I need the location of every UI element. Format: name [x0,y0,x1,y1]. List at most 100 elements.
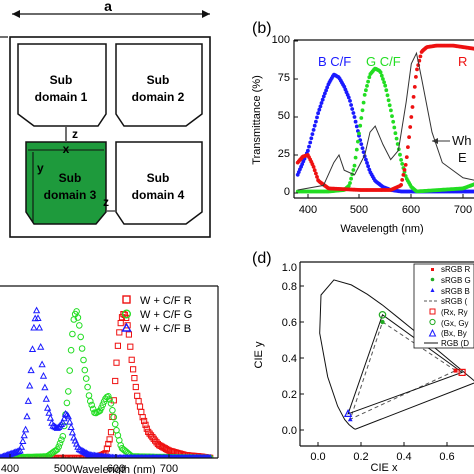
series-w-c-f-g-point-60 [78,345,86,352]
subdomain-3-shape [25,141,107,225]
series-w-c-f-r-point-84 [112,377,119,385]
series-w-c-f-r-point-86 [114,342,122,349]
series-g-c-f-point-59 [362,93,367,97]
annotation-white: Wh [452,133,472,148]
series-w-c-f-b-point-15 [16,446,24,454]
series-b-c-f-point-18 [316,111,320,116]
series-g-c-f-point-78 [384,88,389,93]
panel-c-xtick-700: 700 [160,463,178,474]
series-b-c-f-point-19 [317,107,322,112]
srgb-vertex-g [380,319,385,325]
panel-d-xtick-0.4: 0.4 [396,451,411,463]
subdomain-3-line2: domain 3 [44,188,97,202]
panel-d-legend: sRGB R sRGB G sRGB B sRGB ( (Rx, Ry (Gx,… [413,263,474,349]
series-w-c-f-b-point-51 [66,417,74,425]
subdomain-2-shape [115,43,203,127]
series-g-c-f-point-85 [392,125,397,130]
panel-b-xtick-500: 500 [350,204,368,216]
series-g-c-f-point-53 [356,139,360,144]
series-r-point-108 [418,54,423,59]
panel-c-xlabel: Wavelength (nm) [72,464,155,474]
series-g-c-f-point-52 [354,147,359,152]
series-w-c-f-g-point-49 [63,399,71,407]
series-b-c-f-point-20 [318,104,323,109]
series-w-c-f-r-point-94 [125,331,133,338]
series-r-point-103 [412,85,417,89]
series-g-c-f-point-90 [398,152,402,157]
panel-d-ytick-1.0: 1.0 [282,262,297,274]
series-w-c-f-r-point-81 [107,429,115,436]
series-w-c-f-b-point-33 [41,383,49,391]
series-g-c-f-point-79 [385,93,390,98]
series-w-c-f-g-point-57 [74,314,82,321]
series-w-c-f-r-point-78 [103,445,111,452]
series-b-c-f-point-12 [309,136,314,141]
series-g-c-f-point-61 [365,84,369,88]
legend-marker-g [121,309,131,319]
panel-d-label: (d) [252,250,272,267]
series-w-c-f-b-point-25 [30,323,38,331]
panel-d-ytick-0.8: 0.8 [282,281,297,293]
series-w-c-f-g-point-46 [59,433,67,440]
series-w-c-f-g-point-63 [82,375,90,382]
panel-c-xtick-400: 400 [1,463,19,474]
series-w-c-f-g-point-82 [109,407,116,414]
series-r-point-16 [314,171,318,176]
series-g-c-f-point-74 [379,73,384,78]
series-w-c-f-r-point-99 [132,383,139,391]
series-r-point-93 [401,173,406,177]
legend-d-label-3: sRGB ( [441,297,468,306]
series-g-c-f-point-62 [366,79,370,84]
series-r-point-17 [315,175,319,179]
series-w-c-f-b-point-20 [23,412,31,420]
subdomain-4-line2: domain 4 [132,188,185,202]
subdomain-1-line2: domain 1 [35,90,88,104]
legend-d-label-6: (Bx, By [441,329,467,338]
series-b-c-f-point-16 [314,119,318,124]
series-w-c-f-g-point-56 [73,308,80,315]
series-b-c-f-point-51 [353,119,358,124]
series-w-c-f-r-point-98 [131,375,138,382]
series-g-c-f-point-88 [395,142,400,146]
legend-d-marker-5 [429,318,436,326]
series-w-c-f-g-point-64 [84,383,91,391]
series-w-c-f-g-point-66 [87,397,94,405]
series-w-c-f-g-point-62 [81,366,89,374]
subdomain-4-shape [115,141,203,225]
subdomain-1-shape [17,43,107,127]
panel-c-xtick-500: 500 [54,463,72,474]
series-b-c-f-point-22 [320,97,325,102]
series-b-c-f-point-57 [360,146,365,151]
series-b-c-f-point-26 [325,85,330,90]
series-w-c-f-g-point-75 [99,401,107,409]
panel-d: (d) CIE y 0.0 0.2 0.4 0.6 0.8 1.0 0.0 0.… [252,250,474,474]
series-w-c-f-b-point-36 [45,409,53,416]
series-w-c-f-b-point-29 [35,323,44,331]
panel-d-xtick-0.0: 0.0 [310,451,325,463]
series-r-point-94 [402,168,407,172]
panel-b-ytick-25: 25 [278,148,290,160]
series-w-c-f-b-point-58 [75,445,83,453]
series-w-c-f-r-point-106 [142,421,149,428]
series-g-c-f-point-87 [394,136,399,141]
legend-d-marker-1 [430,277,435,282]
series-b-c-f-point-49 [351,111,356,115]
series-g-c-f-point-75 [381,77,385,81]
panel-b-curves [295,43,474,194]
series-w-c-f-b-point-28 [34,314,42,321]
series-w-c-f-r-point-92 [123,314,130,321]
series-white-line [297,51,474,191]
white-arrowhead [432,138,438,144]
panel-c-xtick-600: 600 [107,463,125,474]
series-g-c-f-point-92 [400,162,405,166]
series-b-c-f-point-45 [346,95,351,100]
series-b-c-f-point-17 [315,115,319,120]
series-g-c-f-point-56 [359,116,364,120]
dimension-a-label: a [104,0,112,14]
z-label-side: z [103,195,109,209]
legend-label-g: W + C/F G [140,309,192,321]
series-g-c-f-point-55 [358,123,363,128]
series-w-c-f-b-point-21 [24,397,32,404]
panel-d-ytick-0.4: 0.4 [282,353,297,365]
